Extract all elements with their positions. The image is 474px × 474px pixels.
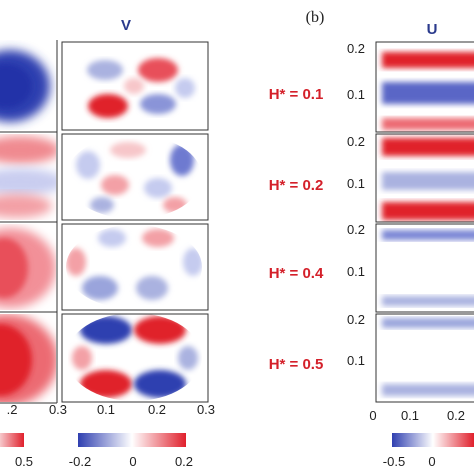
contour-map	[382, 230, 474, 306]
row-label-h01: H* = 0.1	[269, 86, 324, 103]
contour-map	[66, 225, 202, 309]
v-column-title: V	[121, 17, 131, 34]
x-tick-label: 0	[369, 408, 376, 423]
v-column	[61, 41, 209, 403]
contour-map	[0, 50, 50, 122]
panel-b-label: (b)	[306, 9, 325, 26]
colorbar-v: -0.2 0 0.2	[69, 433, 193, 469]
y-tick-label: 0.2	[347, 41, 365, 56]
contour-map	[382, 318, 474, 396]
colorbar-left: 0.5	[0, 433, 33, 469]
contour-map	[0, 136, 56, 218]
contour-map	[66, 314, 202, 401]
y-tick-label: 0.2	[347, 222, 365, 237]
colorbar-u: -0.5 0	[383, 433, 474, 469]
row-label-h05: H* = 0.5	[269, 356, 324, 373]
y-tick-label: 0.1	[347, 353, 365, 368]
colorbar-tick-label: 0	[428, 454, 435, 469]
contour-map	[0, 228, 56, 308]
row-label-h04: H* = 0.4	[269, 265, 324, 282]
y-tick-label: 0.1	[347, 264, 365, 279]
u-x-ticks: 0 0.1 0.2	[369, 408, 465, 423]
u-y-ticks: 0.2 0.1 0.2 0.1 0.2 0.1 0.2 0.1	[347, 41, 365, 368]
y-tick-label: 0.2	[347, 312, 365, 327]
row-labels: H* = 0.1 H* = 0.2 H* = 0.4 H* = 0.5	[269, 86, 324, 373]
colorbar-tick-label: -0.5	[383, 454, 405, 469]
contour-map	[66, 42, 202, 130]
x-tick-label: 0.2	[148, 402, 166, 417]
colorbar-tick-label: -0.2	[69, 454, 91, 469]
y-tick-label: 0.1	[347, 176, 365, 191]
u-column	[375, 41, 474, 403]
u-column-title: U	[427, 21, 438, 38]
x-tick-label: 0.1	[97, 402, 115, 417]
contour-map	[382, 138, 474, 220]
x-tick-label: 0.3	[197, 402, 215, 417]
colorbar-tick-label: 0.2	[175, 454, 193, 469]
contour-map	[0, 314, 56, 402]
y-tick-label: 0.1	[347, 87, 365, 102]
contour-map	[66, 135, 202, 219]
x-tick-label: .2	[7, 402, 18, 417]
colorbar-tick-label: 0	[129, 454, 136, 469]
x-tick-label: 0.3	[49, 402, 67, 417]
y-tick-label: 0.2	[347, 134, 365, 149]
panel-a-x-ticks: .2 0.3 0.1 0.2 0.3	[7, 402, 215, 417]
colorbar-tick-label: 0.5	[15, 454, 33, 469]
row-label-h02: H* = 0.2	[269, 177, 324, 194]
x-tick-label: 0.1	[401, 408, 419, 423]
contour-map	[382, 52, 474, 130]
x-tick-label: 0.2	[447, 408, 465, 423]
panel-a-left-column	[0, 40, 58, 404]
